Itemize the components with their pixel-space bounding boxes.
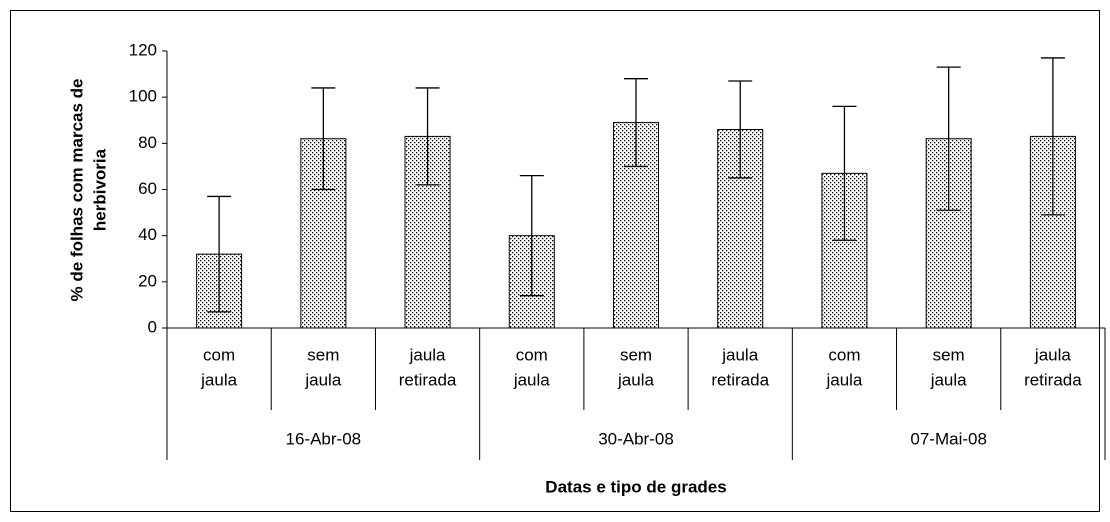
x-axis-title: Datas e tipo de grades <box>545 477 726 496</box>
x-tick-label: jaula <box>1034 345 1071 364</box>
x-tick-label: jaula <box>930 370 967 389</box>
error-bar <box>728 80 753 179</box>
x-tick-label: sem <box>307 345 339 364</box>
y-tick-label: 0 <box>148 317 157 336</box>
group-label: 16-Abr-08 <box>286 429 362 448</box>
error-bar <box>936 66 961 211</box>
y-axis-title: % de folhas com marcas de <box>67 79 86 302</box>
frame <box>10 10 1100 512</box>
x-tick-label: sem <box>933 345 965 364</box>
y-tick-label: 40 <box>138 225 157 244</box>
group-label: 07-Mai-08 <box>910 429 987 448</box>
error-bar <box>624 78 648 168</box>
x-tick-label: jaula <box>304 370 341 389</box>
x-tick-label: jaula <box>409 345 446 364</box>
y-tick-label: 100 <box>129 87 157 106</box>
y-tick-label: 60 <box>138 179 157 198</box>
x-tick-label: sem <box>620 345 652 364</box>
x-tick-label: retirada <box>399 370 457 389</box>
x-tick-label: jaula <box>617 370 654 389</box>
y-axis-title: herbivoria <box>90 148 109 231</box>
x-tick-label: com <box>828 345 860 364</box>
x-tick-label: com <box>516 345 548 364</box>
group-label: 30-Abr-08 <box>598 429 674 448</box>
error-bar <box>1040 57 1065 216</box>
error-bar <box>519 174 544 297</box>
x-tick-label: jaula <box>825 370 862 389</box>
x-tick-label: jaula <box>721 345 758 364</box>
y-tick-label: 80 <box>138 133 157 152</box>
error-bar <box>832 105 857 241</box>
y-tick-label: 120 <box>129 40 157 59</box>
error-bar <box>311 87 336 191</box>
x-tick-label: jaula <box>513 370 550 389</box>
x-tick-label: com <box>203 345 235 364</box>
error-bar <box>415 87 440 186</box>
x-tick-label: retirada <box>1024 370 1082 389</box>
x-tick-label: retirada <box>711 370 769 389</box>
x-tick-label: jaula <box>200 370 237 389</box>
error-bar <box>207 195 232 313</box>
y-tick-label: 20 <box>138 271 157 290</box>
